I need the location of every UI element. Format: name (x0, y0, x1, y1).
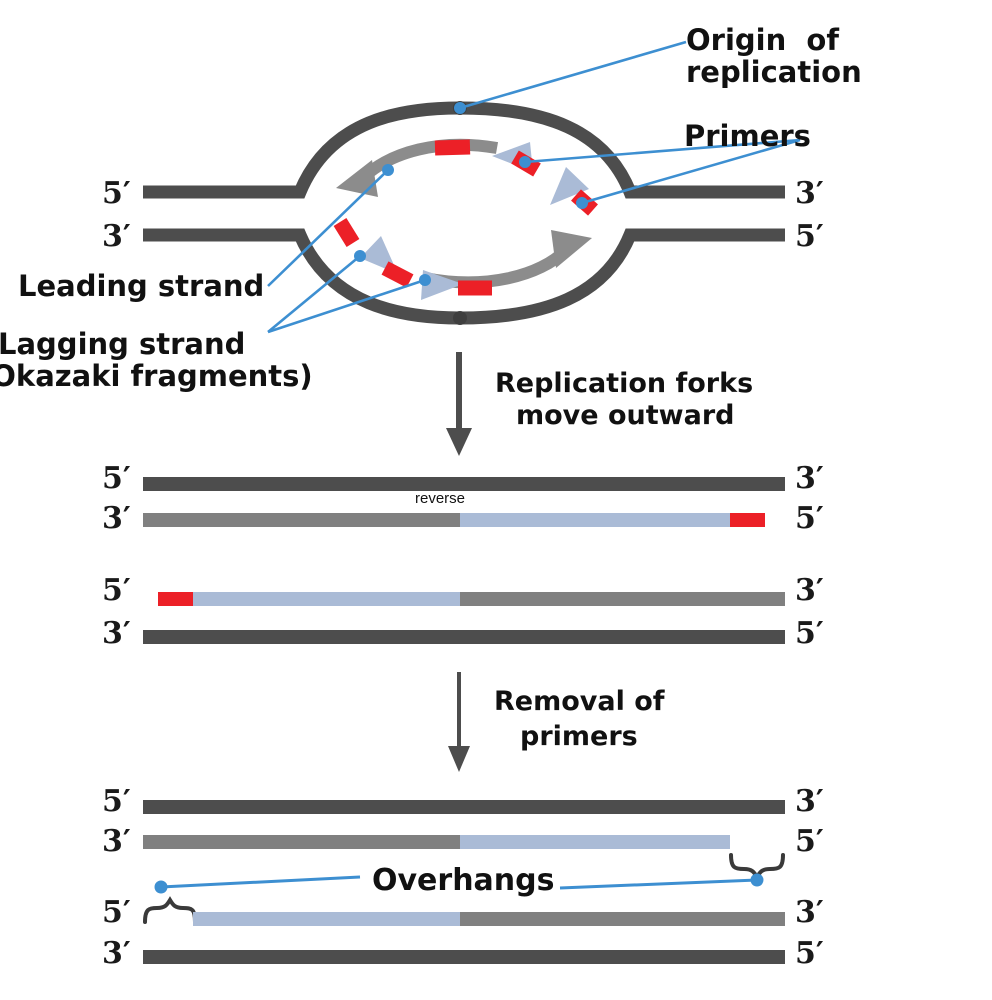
strand-nascent-gray (143, 513, 460, 527)
overhang-brace-left (143, 896, 197, 924)
leading-arrowhead-lower (551, 230, 592, 268)
overhang-dot-left (154, 880, 168, 894)
origin-marker-bottom (453, 311, 467, 325)
origin-label-line1: Origin of (686, 23, 839, 57)
label-5prime-p4-left: 5′ (102, 784, 131, 819)
strand-nascent-gray-3 (143, 835, 460, 849)
leader-origin (459, 40, 687, 110)
label-3prime-p5-right: 3′ (795, 895, 824, 930)
primer-4 (333, 218, 360, 247)
label-3prime-p2-left: 3′ (102, 501, 131, 536)
leader-lagging-b (267, 278, 426, 334)
label-3prime-p3-right: 3′ (795, 573, 824, 608)
strand-nascent-blue-2 (193, 592, 460, 606)
label-5prime-p3-left: 5′ (102, 573, 131, 608)
strand-nascent-gray-4 (460, 912, 785, 926)
label-3prime-p4-right: 3′ (795, 784, 824, 819)
strand-nascent-gray-2 (460, 592, 785, 606)
primers-label: Primers (684, 119, 811, 153)
step-removal-line1: Removal of (494, 686, 665, 717)
overhang-leader-right (559, 878, 758, 890)
leader-dot-lagging-b (419, 274, 431, 286)
leader-primer-a (524, 138, 801, 164)
leading-arrowhead-upper (336, 160, 378, 197)
okazaki-arrow-4 (421, 270, 463, 300)
overhang-annotation (154, 873, 764, 894)
label-5prime-p4-right: 5′ (795, 824, 824, 859)
label-5prime-p1-left: 5′ (102, 176, 131, 211)
leading-arrow-lower (423, 245, 571, 289)
lagging-strand-label-line2: (Okazaki fragments) (0, 359, 313, 393)
primer-1 (434, 139, 471, 156)
label-3prime-p5-left: 3′ (102, 936, 131, 971)
strand-nascent-primer-2 (158, 592, 193, 606)
panel-bubble (143, 40, 801, 334)
lagging-strand-label-line1: Lagging strand (0, 327, 245, 361)
strand-template-bottom-2 (143, 950, 785, 964)
label-5prime-p1-right: 5′ (795, 219, 824, 254)
panel-overhang-bottom (143, 896, 785, 964)
step-arrow-removal (448, 672, 470, 772)
label-3prime-p1-left: 3′ (102, 219, 131, 254)
strand-nascent-blue-4 (193, 912, 460, 926)
primer-5 (381, 261, 414, 288)
label-5prime-p2-left: 5′ (102, 461, 131, 496)
leader-dot-origin (454, 102, 466, 114)
leader-dot-primer-b (576, 197, 588, 209)
strand-template-bottom (143, 630, 785, 644)
step-forks-line2: move outward (516, 400, 734, 431)
step-removal-line2: primers (520, 721, 638, 752)
strand-template-top (143, 477, 785, 491)
step-arrow-forks-head (446, 428, 472, 456)
okazaki-arrow-2 (550, 167, 589, 205)
label-5prime-p5-right: 5′ (795, 936, 824, 971)
overhang-dot-right (750, 873, 764, 887)
step-arrow-forks (446, 352, 472, 456)
leader-leading (267, 169, 389, 287)
panel-forks-top (143, 477, 785, 527)
leader-lagging-a (267, 254, 361, 334)
label-3prime-p1-right: 3′ (795, 176, 824, 211)
annotation-leader-dots (354, 102, 588, 286)
label-3prime-p3-left: 3′ (102, 616, 131, 651)
label-5prime-p5-left: 5′ (102, 895, 131, 930)
strand-nascent-blue-3 (460, 835, 730, 849)
leader-dot-lagging-a (354, 250, 366, 262)
overhangs-label: Overhangs (372, 863, 555, 898)
annotation-leaders (267, 40, 801, 334)
panel-forks-bottom (143, 592, 785, 644)
overhang-leader-left (160, 875, 361, 889)
reverse-label: reverse (415, 490, 465, 507)
label-3prime-p2-right: 3′ (795, 461, 824, 496)
leader-dot-primer-a (519, 156, 531, 168)
leader-dot-leading (382, 164, 394, 176)
label-5prime-p3-right: 5′ (795, 616, 824, 651)
label-5prime-p2-right: 5′ (795, 501, 824, 536)
label-3prime-p4-left: 3′ (102, 824, 131, 859)
strand-nascent-blue (460, 513, 730, 527)
step-arrow-removal-head (448, 746, 470, 772)
origin-label-line2: replication (686, 55, 862, 89)
leading-strand-label: Leading strand (18, 269, 264, 303)
leader-primer-b (581, 138, 801, 205)
strand-nascent-primer (730, 513, 765, 527)
panel-overhang-top (143, 800, 785, 881)
strand-template-top-2 (143, 800, 785, 814)
step-forks-line1: Replication forks (495, 368, 753, 399)
